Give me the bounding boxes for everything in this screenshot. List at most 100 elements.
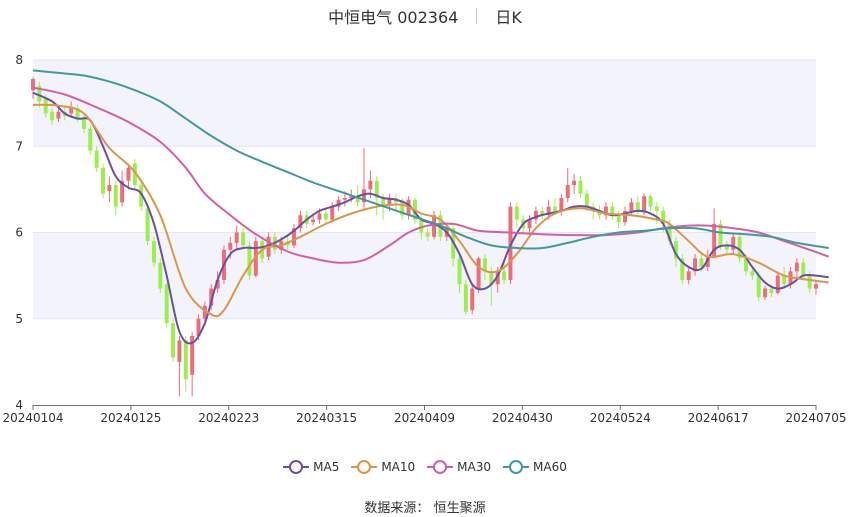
candle-body xyxy=(215,279,220,289)
candle[interactable] xyxy=(120,170,125,207)
legend-item-ma5[interactable]: MA5 xyxy=(283,460,339,474)
legend-marker-ma30 xyxy=(427,460,454,474)
candle[interactable] xyxy=(686,267,691,285)
candle-body xyxy=(139,185,144,207)
candle-body xyxy=(533,210,538,220)
candle[interactable] xyxy=(470,284,475,315)
candle[interactable] xyxy=(323,208,328,224)
candle[interactable] xyxy=(603,202,608,220)
candle-body xyxy=(553,206,557,211)
candle-body xyxy=(88,129,93,151)
candle[interactable] xyxy=(457,254,462,293)
candle[interactable] xyxy=(527,215,532,233)
candle[interactable] xyxy=(234,225,239,250)
candle[interactable] xyxy=(171,318,176,362)
legend-label-ma10: MA10 xyxy=(381,460,416,474)
legend-item-ma10[interactable]: MA10 xyxy=(351,460,415,474)
candle-body xyxy=(374,180,379,198)
candle[interactable] xyxy=(126,163,131,190)
candle[interactable] xyxy=(750,267,755,280)
candle[interactable] xyxy=(56,106,61,123)
candle[interactable] xyxy=(737,232,742,263)
x-tick-label: 20240315 xyxy=(296,411,357,425)
candle[interactable] xyxy=(635,196,640,216)
ma-line-ma10 xyxy=(32,103,829,318)
candle-body xyxy=(756,275,761,298)
candle-body xyxy=(712,223,717,257)
candle[interactable] xyxy=(483,254,487,280)
legend-item-ma30[interactable]: MA30 xyxy=(427,460,491,474)
candle[interactable] xyxy=(731,232,736,255)
candle-body xyxy=(502,271,507,280)
candle[interactable] xyxy=(425,228,430,242)
candle[interactable] xyxy=(292,223,296,249)
candle[interactable] xyxy=(393,193,398,211)
candle-body xyxy=(94,150,99,168)
candle[interactable] xyxy=(362,147,366,211)
candle[interactable] xyxy=(298,210,303,233)
grid-lines xyxy=(33,59,816,320)
candle-body xyxy=(113,185,118,207)
candle[interactable] xyxy=(578,176,583,198)
period-label[interactable]: 日K xyxy=(495,8,522,27)
candle-body xyxy=(476,258,481,289)
candle[interactable] xyxy=(209,284,214,311)
candle-body xyxy=(37,85,42,102)
legend-marker-ma60 xyxy=(503,460,530,474)
candle[interactable] xyxy=(814,279,818,295)
candle-body xyxy=(387,198,392,205)
candle[interactable] xyxy=(718,219,723,250)
candle[interactable] xyxy=(763,285,768,300)
candle[interactable] xyxy=(164,282,169,328)
candle-body xyxy=(623,210,627,223)
legend-item-ma60[interactable]: MA60 xyxy=(503,460,567,474)
candle[interactable] xyxy=(693,254,698,276)
candle-body xyxy=(667,223,672,242)
candle[interactable] xyxy=(132,159,137,190)
candle[interactable] xyxy=(476,256,481,293)
candle[interactable] xyxy=(540,206,545,220)
candle-body xyxy=(794,262,799,272)
candle-body xyxy=(126,167,131,181)
candle[interactable] xyxy=(94,146,99,173)
candle[interactable] xyxy=(113,180,118,216)
candle[interactable] xyxy=(514,202,519,229)
chart-header: 中恒电气 002364 日K xyxy=(0,4,850,28)
x-tick-label: 20240705 xyxy=(785,411,846,425)
candle[interactable] xyxy=(145,204,150,246)
candle[interactable] xyxy=(158,258,163,293)
candle[interactable] xyxy=(50,107,55,125)
candle[interactable] xyxy=(241,228,246,250)
candle[interactable] xyxy=(81,113,86,134)
candle[interactable] xyxy=(489,267,494,306)
candle[interactable] xyxy=(623,206,627,226)
candle[interactable] xyxy=(183,336,188,393)
candle[interactable] xyxy=(101,163,105,199)
candle-body xyxy=(801,262,806,276)
candle[interactable] xyxy=(565,167,570,203)
candle[interactable] xyxy=(572,173,577,194)
candle[interactable] xyxy=(794,258,799,280)
candle[interactable] xyxy=(107,176,112,203)
candle-body xyxy=(610,206,615,216)
candle[interactable] xyxy=(724,241,729,255)
candle[interactable] xyxy=(610,202,615,220)
candle[interactable] xyxy=(88,124,93,155)
candle[interactable] xyxy=(775,271,780,295)
candle-body xyxy=(584,193,589,207)
candle-body xyxy=(292,228,296,246)
candle[interactable] xyxy=(463,279,468,315)
candle[interactable] xyxy=(648,193,653,211)
candle[interactable] xyxy=(533,206,538,224)
y-axis: 4 5 6 7 8 xyxy=(15,53,23,412)
legend-label-ma60: MA60 xyxy=(533,460,567,474)
candle[interactable] xyxy=(151,236,156,267)
candle-body xyxy=(559,198,564,211)
candle[interactable] xyxy=(177,336,182,397)
candle-body xyxy=(241,232,246,246)
candle[interactable] xyxy=(782,267,787,289)
candle[interactable] xyxy=(680,254,685,285)
candle-body xyxy=(355,196,360,203)
candle[interactable] xyxy=(69,101,74,118)
